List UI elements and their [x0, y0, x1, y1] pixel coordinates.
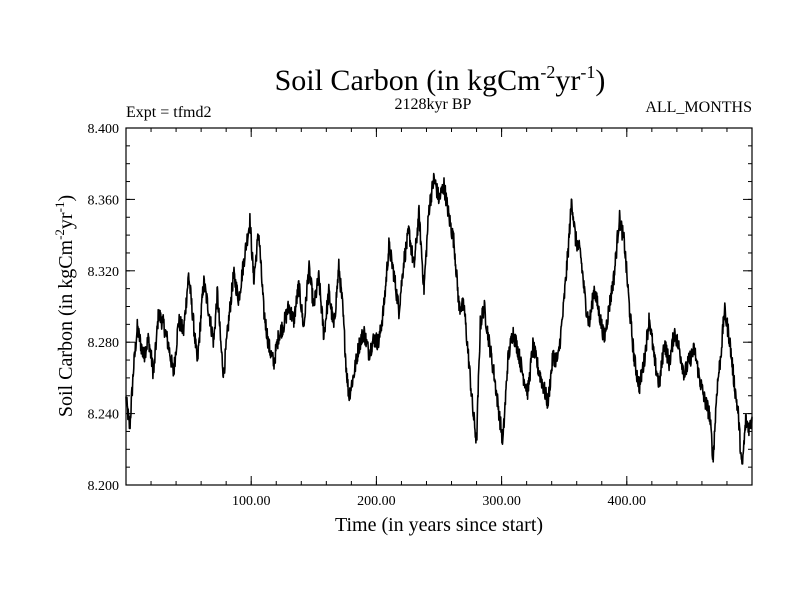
- x-tick-label: 300.00: [482, 494, 521, 509]
- y-tick-label: 8.360: [88, 193, 120, 208]
- y-tick-label: 8.400: [88, 122, 120, 137]
- x-tick-label: 200.00: [357, 494, 396, 509]
- chart-subtitle: 2128kyr BP: [395, 96, 472, 113]
- x-tick-label: 100.00: [232, 494, 271, 509]
- plot-frame: [125, 127, 753, 486]
- y-tick-label: 8.280: [88, 336, 120, 351]
- y-tick-label: 8.320: [88, 265, 120, 280]
- y-tick-label: 8.200: [88, 479, 120, 494]
- x-axis-label: Time (in years since start): [335, 514, 543, 536]
- series-line-soil-carbon: [125, 172, 753, 465]
- y-tick-label: 8.240: [88, 408, 120, 423]
- months-label: ALL_MONTHS: [645, 99, 752, 116]
- x-tick-label: 400.00: [608, 494, 647, 509]
- experiment-label: Expt = tfmd2: [126, 104, 211, 121]
- chart-title: Soil Carbon (in kgCm-2yr-1): [275, 62, 606, 97]
- y-axis-label: Soil Carbon (in kgCm-2yr-1): [52, 195, 77, 417]
